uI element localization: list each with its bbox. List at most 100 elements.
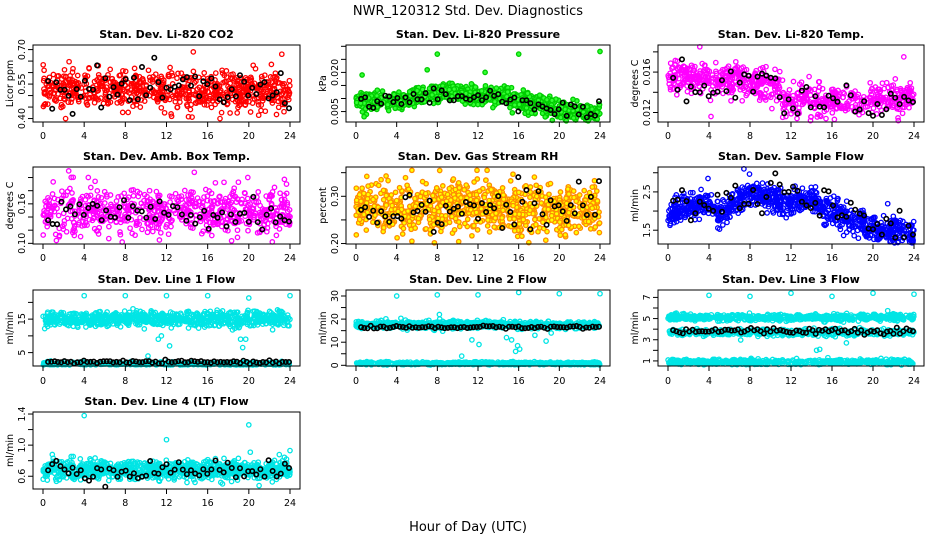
y-tick-label: 0.55 (17, 73, 28, 94)
data-point (520, 234, 524, 238)
data-point (512, 217, 516, 221)
data-point (420, 179, 424, 183)
data-point (444, 214, 448, 218)
data-point (222, 180, 226, 184)
hourly-point (177, 83, 181, 87)
data-point (497, 201, 501, 205)
x-tick-label: 4 (394, 131, 400, 142)
hourly-point (50, 107, 54, 111)
hourly-point (524, 188, 528, 192)
hourly-point (733, 96, 737, 100)
y-axis-label: Licor ppm (5, 60, 16, 107)
data-point (550, 98, 554, 102)
hourly-point (152, 56, 156, 60)
outlier-point (435, 52, 439, 56)
y-axis-label: percent (318, 187, 329, 224)
panel-title: Stan. Dev. Gas Stream RH (398, 150, 559, 163)
data-point (508, 217, 512, 221)
x-tick-label: 4 (706, 131, 712, 142)
data-point (501, 193, 505, 197)
data-point (464, 183, 468, 187)
hourly-point (115, 92, 119, 96)
data-point (362, 115, 366, 119)
data-point (509, 179, 513, 183)
data-point (747, 172, 751, 176)
data-point (487, 230, 491, 234)
hourly-point (140, 209, 144, 213)
data-point (214, 71, 218, 75)
data-point (470, 234, 474, 238)
x-tick-label: 8 (434, 131, 440, 142)
x-tick-label: 20 (553, 253, 565, 264)
hourly-point (122, 198, 126, 202)
data-point (183, 188, 187, 192)
data-point (272, 185, 276, 189)
data-point (354, 186, 358, 190)
data-point (395, 236, 399, 240)
data-point (893, 77, 897, 81)
data-point (458, 224, 462, 228)
data-point (364, 228, 368, 232)
data-point (235, 235, 239, 239)
data-point (393, 190, 397, 194)
hourly-point (46, 79, 50, 83)
data-point (89, 185, 93, 189)
data-point (699, 187, 703, 191)
hourly-point (70, 112, 74, 116)
data-point (416, 216, 420, 220)
x-tick-label: 12 (785, 131, 797, 142)
outlier-point (67, 169, 71, 173)
x-tick-label: 20 (243, 131, 255, 142)
data-point (475, 228, 479, 232)
data-point (406, 209, 410, 213)
data-point (734, 60, 738, 64)
data-point (500, 216, 504, 220)
x-tick-label: 12 (160, 253, 172, 264)
data-point (384, 193, 388, 197)
data-point (41, 233, 45, 237)
outlier-point (425, 68, 429, 72)
data-point (830, 111, 834, 115)
x-tick-label: 16 (202, 253, 214, 264)
hourly-point (715, 90, 719, 94)
data-point (407, 219, 411, 223)
y-tick-label: 0.30 (330, 186, 341, 207)
data-point (486, 224, 490, 228)
hourly-point (250, 86, 254, 90)
data-point (354, 233, 358, 237)
hourly-point (99, 105, 103, 109)
data-point (381, 188, 385, 192)
data-point (452, 228, 456, 232)
hourly-point (675, 88, 679, 92)
data-point (535, 194, 539, 198)
data-point (450, 214, 454, 218)
x-tick-label: 12 (472, 253, 484, 264)
data-point (256, 190, 260, 194)
data-point (229, 239, 233, 243)
panel-title: Stan. Dev. Amb. Box Temp. (83, 150, 250, 163)
data-point (791, 79, 795, 83)
x-tick-label: 0 (40, 131, 46, 142)
outlier-point (598, 49, 602, 53)
points (41, 169, 292, 245)
data-point (107, 236, 111, 240)
data-point (202, 71, 206, 75)
data-point (236, 180, 240, 184)
hourly-point (707, 94, 711, 98)
data-point (93, 179, 97, 183)
hourly-point (215, 216, 219, 220)
data-point (431, 193, 435, 197)
data-point (159, 231, 163, 235)
x-tick-label: 24 (284, 131, 296, 142)
data-point (494, 86, 498, 90)
data-point (405, 183, 409, 187)
outlier-point (86, 175, 90, 179)
data-point (571, 116, 575, 120)
data-point (357, 193, 361, 197)
data-point (900, 111, 904, 115)
data-point (220, 224, 224, 228)
data-point (235, 228, 239, 232)
x-tick-label: 24 (908, 131, 920, 142)
